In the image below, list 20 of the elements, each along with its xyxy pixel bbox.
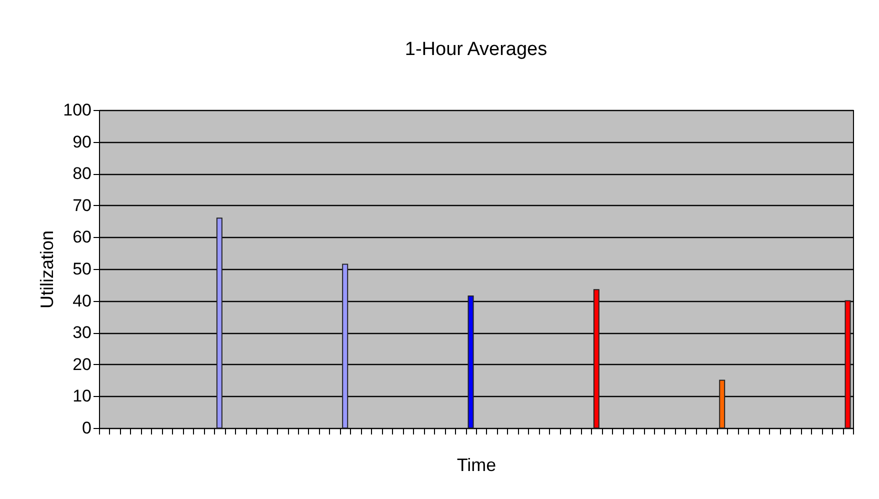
bar [719,380,726,428]
y-tick-label: 50 [72,260,92,278]
bar [468,296,474,428]
chart-title: 1-Hour Averages [404,39,548,60]
y-tick-label: 20 [72,354,92,374]
bar [844,300,851,428]
bar [593,289,600,428]
y-tick-label: 100 [63,100,92,120]
bar [216,218,222,428]
bar [342,264,348,428]
y-axis-title: Utilization [37,230,58,309]
y-tick-label: 60 [72,228,92,247]
y-tick-label: 90 [72,132,92,152]
y-tick-label: 70 [72,196,92,215]
x-axis-title: Time [456,455,496,475]
y-tick-label: 10 [72,386,92,406]
y-tick-label: 30 [72,323,92,342]
y-tick-label: 0 [82,418,92,438]
y-tick-label: 80 [72,164,92,184]
y-tick-label: 40 [72,291,92,310]
